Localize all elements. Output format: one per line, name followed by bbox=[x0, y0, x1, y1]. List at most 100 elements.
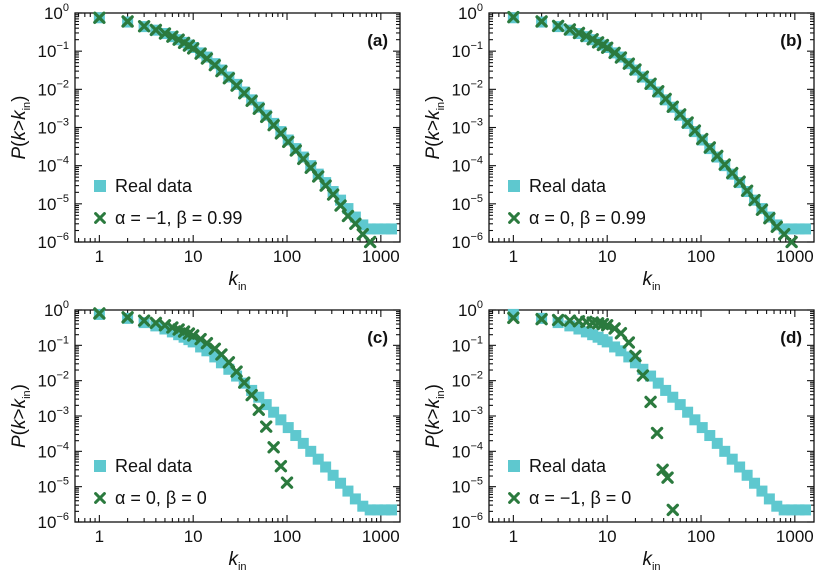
data-point-square bbox=[763, 493, 775, 505]
data-point-cross bbox=[334, 199, 347, 212]
panel-tag: (b) bbox=[780, 31, 802, 50]
y-tick-exponent: −3 bbox=[470, 405, 483, 417]
data-point-square bbox=[793, 504, 805, 516]
y-tick-label: 10−1 bbox=[452, 40, 483, 61]
data-point-square bbox=[260, 399, 272, 411]
y-tick-label: 10−4 bbox=[452, 440, 483, 461]
data-point-square bbox=[268, 406, 280, 418]
data-point-cross bbox=[158, 27, 172, 40]
y-tick-base: 10 bbox=[38, 407, 57, 426]
x-tick-label: 10 bbox=[184, 247, 203, 266]
x-tick-label: 1000 bbox=[362, 247, 400, 266]
data-point-square bbox=[349, 211, 361, 223]
data-point-cross bbox=[600, 319, 614, 332]
data-point-square bbox=[349, 493, 361, 505]
data-point-square bbox=[507, 308, 519, 320]
x-axis-label-sub: in bbox=[238, 281, 247, 293]
y-axis-label-paren-close: ) bbox=[9, 95, 30, 101]
y-axis-label: P(k>kin) bbox=[423, 384, 447, 448]
y-axis-label-paren: ( bbox=[423, 428, 444, 435]
y-tick-exponent: 0 bbox=[477, 2, 483, 14]
data-point-square bbox=[246, 384, 258, 396]
x-axis-label-k: k bbox=[642, 269, 653, 290]
data-point-cross bbox=[121, 311, 134, 324]
y-tick-base: 10 bbox=[452, 42, 471, 61]
y-axis-label-p: P bbox=[9, 147, 30, 160]
x-axis-label: kin bbox=[642, 269, 660, 293]
data-point-square bbox=[800, 504, 812, 516]
data-point-square bbox=[573, 323, 585, 335]
data-point-cross bbox=[149, 23, 163, 37]
data-point-cross bbox=[656, 463, 669, 477]
y-tick-exponent: −1 bbox=[56, 40, 69, 52]
data-point-cross bbox=[563, 314, 577, 327]
y-tick-base: 10 bbox=[38, 513, 57, 532]
data-point-cross bbox=[644, 395, 657, 409]
legend-marker-cross bbox=[508, 492, 520, 504]
x-tick-label: 100 bbox=[687, 247, 715, 266]
y-tick-base: 10 bbox=[452, 513, 471, 532]
data-point-square bbox=[786, 504, 798, 516]
x-tick-label: 10 bbox=[184, 527, 203, 546]
y-tick-label: 10−2 bbox=[452, 78, 483, 99]
data-point-square bbox=[756, 485, 768, 497]
data-point-square bbox=[372, 504, 384, 516]
data-point-cross bbox=[149, 316, 163, 330]
data-point-square bbox=[386, 504, 398, 516]
y-tick-label: 10−3 bbox=[452, 405, 483, 426]
data-point-square bbox=[689, 414, 701, 426]
data-point-square bbox=[297, 437, 309, 449]
data-point-square bbox=[215, 357, 227, 369]
legend-marker-cross bbox=[94, 492, 106, 504]
data-point-cross bbox=[230, 365, 243, 378]
y-tick-base: 10 bbox=[452, 119, 471, 138]
data-point-square bbox=[320, 177, 332, 189]
y-tick-base: 10 bbox=[38, 80, 57, 99]
y-tick-base: 10 bbox=[38, 233, 57, 252]
data-point-square bbox=[696, 422, 708, 434]
y-tick-exponent: −5 bbox=[56, 193, 69, 205]
data-point-square bbox=[711, 437, 723, 449]
y-tick-base: 10 bbox=[44, 301, 63, 320]
data-point-square bbox=[357, 500, 369, 512]
data-point-square bbox=[201, 345, 213, 357]
data-point-cross bbox=[551, 19, 565, 33]
data-point-square bbox=[342, 203, 354, 215]
data-point-cross bbox=[629, 349, 642, 363]
x-axis-label-sub: in bbox=[238, 561, 247, 573]
panel-tag: (d) bbox=[780, 328, 802, 347]
data-point-square bbox=[386, 223, 398, 235]
y-axis-label-k: k bbox=[423, 418, 444, 429]
y-tick-label: 10−2 bbox=[452, 370, 483, 391]
y-tick-exponent: −4 bbox=[470, 155, 483, 167]
data-point-cross bbox=[326, 188, 340, 201]
x-axis-label-sub: in bbox=[652, 561, 661, 573]
data-point-square bbox=[320, 461, 332, 473]
chart-panel: 1 10 100 100010010−110−210−310−410−510−6kin… bbox=[423, 2, 815, 293]
y-tick-exponent: −2 bbox=[56, 78, 69, 90]
y-tick-exponent: −1 bbox=[470, 40, 483, 52]
data-point-square bbox=[275, 414, 287, 426]
y-tick-label: 10−5 bbox=[38, 193, 69, 214]
data-point-square bbox=[667, 391, 679, 403]
data-point-cross bbox=[740, 184, 754, 197]
y-tick-base: 10 bbox=[38, 119, 57, 138]
x-tick-label: 1000 bbox=[776, 527, 814, 546]
y-tick-label: 10−4 bbox=[38, 440, 69, 461]
y-tick-label: 100 bbox=[44, 299, 69, 320]
y-tick-label: 10−5 bbox=[452, 193, 483, 214]
y-tick-base: 10 bbox=[38, 336, 57, 355]
y-tick-exponent: 0 bbox=[63, 2, 69, 14]
x-axis-label: kin bbox=[642, 549, 660, 573]
legend-marker-cross bbox=[94, 212, 106, 224]
legend-label-model: α = −1, β = 0 bbox=[529, 488, 631, 508]
data-point-square bbox=[637, 363, 649, 375]
data-point-square bbox=[800, 223, 812, 235]
data-point-cross bbox=[137, 20, 151, 33]
data-point-cross bbox=[636, 369, 650, 382]
legend-marker-cross bbox=[508, 212, 520, 224]
data-point-cross bbox=[245, 388, 258, 402]
data-point-square bbox=[719, 445, 731, 457]
y-tick-base: 10 bbox=[452, 80, 471, 99]
